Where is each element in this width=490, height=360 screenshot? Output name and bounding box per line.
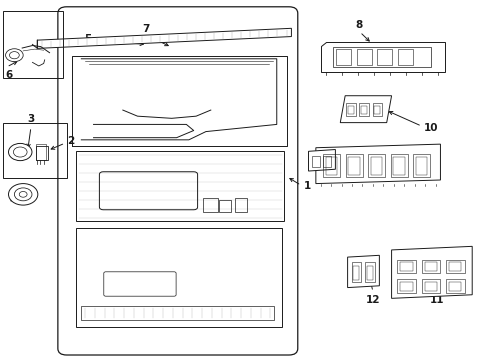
Text: 13: 13 xyxy=(343,161,357,171)
Bar xyxy=(345,154,363,177)
Bar xyxy=(347,106,354,114)
Text: 12: 12 xyxy=(366,295,380,305)
Bar xyxy=(449,262,462,271)
Bar xyxy=(368,154,385,177)
Polygon shape xyxy=(37,28,292,48)
Bar xyxy=(326,157,337,175)
Bar xyxy=(425,282,437,291)
Bar xyxy=(76,228,282,327)
Polygon shape xyxy=(392,246,472,298)
Text: 4: 4 xyxy=(10,195,17,205)
Bar xyxy=(400,282,413,291)
Bar xyxy=(370,157,382,175)
Text: 10: 10 xyxy=(423,123,438,133)
Bar xyxy=(235,198,247,212)
Circle shape xyxy=(5,49,23,62)
Bar xyxy=(361,106,367,114)
Bar xyxy=(397,279,416,293)
Bar xyxy=(449,282,462,291)
Bar xyxy=(348,157,360,175)
Bar xyxy=(374,106,380,114)
Bar xyxy=(446,260,465,273)
Bar xyxy=(446,279,465,293)
Bar xyxy=(357,49,371,65)
Polygon shape xyxy=(340,96,392,123)
Bar xyxy=(3,12,63,78)
Circle shape xyxy=(8,184,38,205)
Text: 2: 2 xyxy=(67,136,74,146)
Polygon shape xyxy=(316,144,441,184)
Text: 8: 8 xyxy=(355,20,363,30)
Text: 9: 9 xyxy=(414,164,421,174)
Polygon shape xyxy=(321,42,445,72)
Bar xyxy=(367,266,373,280)
Circle shape xyxy=(19,192,27,197)
Bar xyxy=(313,156,320,167)
Bar xyxy=(346,103,356,116)
Bar xyxy=(422,260,441,273)
Bar xyxy=(359,103,369,116)
Text: 11: 11 xyxy=(430,295,444,305)
Bar xyxy=(76,151,284,221)
Circle shape xyxy=(9,51,19,59)
Bar xyxy=(393,157,405,175)
FancyBboxPatch shape xyxy=(58,7,298,355)
Bar xyxy=(391,154,408,177)
Bar xyxy=(397,260,416,273)
Bar xyxy=(351,262,361,282)
Bar xyxy=(372,103,382,116)
Bar xyxy=(400,262,413,271)
Circle shape xyxy=(8,143,32,161)
Text: 7: 7 xyxy=(143,24,150,34)
Bar xyxy=(422,279,441,293)
Bar xyxy=(333,47,431,67)
Bar xyxy=(323,154,340,177)
Circle shape xyxy=(13,147,27,157)
Text: 1: 1 xyxy=(304,181,311,192)
Bar xyxy=(377,49,392,65)
Text: 3: 3 xyxy=(27,114,35,125)
Circle shape xyxy=(14,188,32,201)
Bar xyxy=(353,266,359,280)
Bar xyxy=(203,198,218,212)
Bar xyxy=(336,49,351,65)
Bar xyxy=(81,306,274,320)
Bar xyxy=(219,200,231,212)
Bar xyxy=(416,157,427,175)
Text: 6: 6 xyxy=(5,69,13,80)
Bar xyxy=(323,156,331,167)
Polygon shape xyxy=(347,255,379,288)
Bar xyxy=(425,262,437,271)
Bar xyxy=(36,144,46,160)
Bar xyxy=(3,123,67,178)
Bar xyxy=(413,154,430,177)
Bar xyxy=(398,49,413,65)
Text: 5: 5 xyxy=(84,34,91,44)
Bar xyxy=(365,262,375,282)
Bar xyxy=(36,146,48,160)
Polygon shape xyxy=(309,149,335,171)
